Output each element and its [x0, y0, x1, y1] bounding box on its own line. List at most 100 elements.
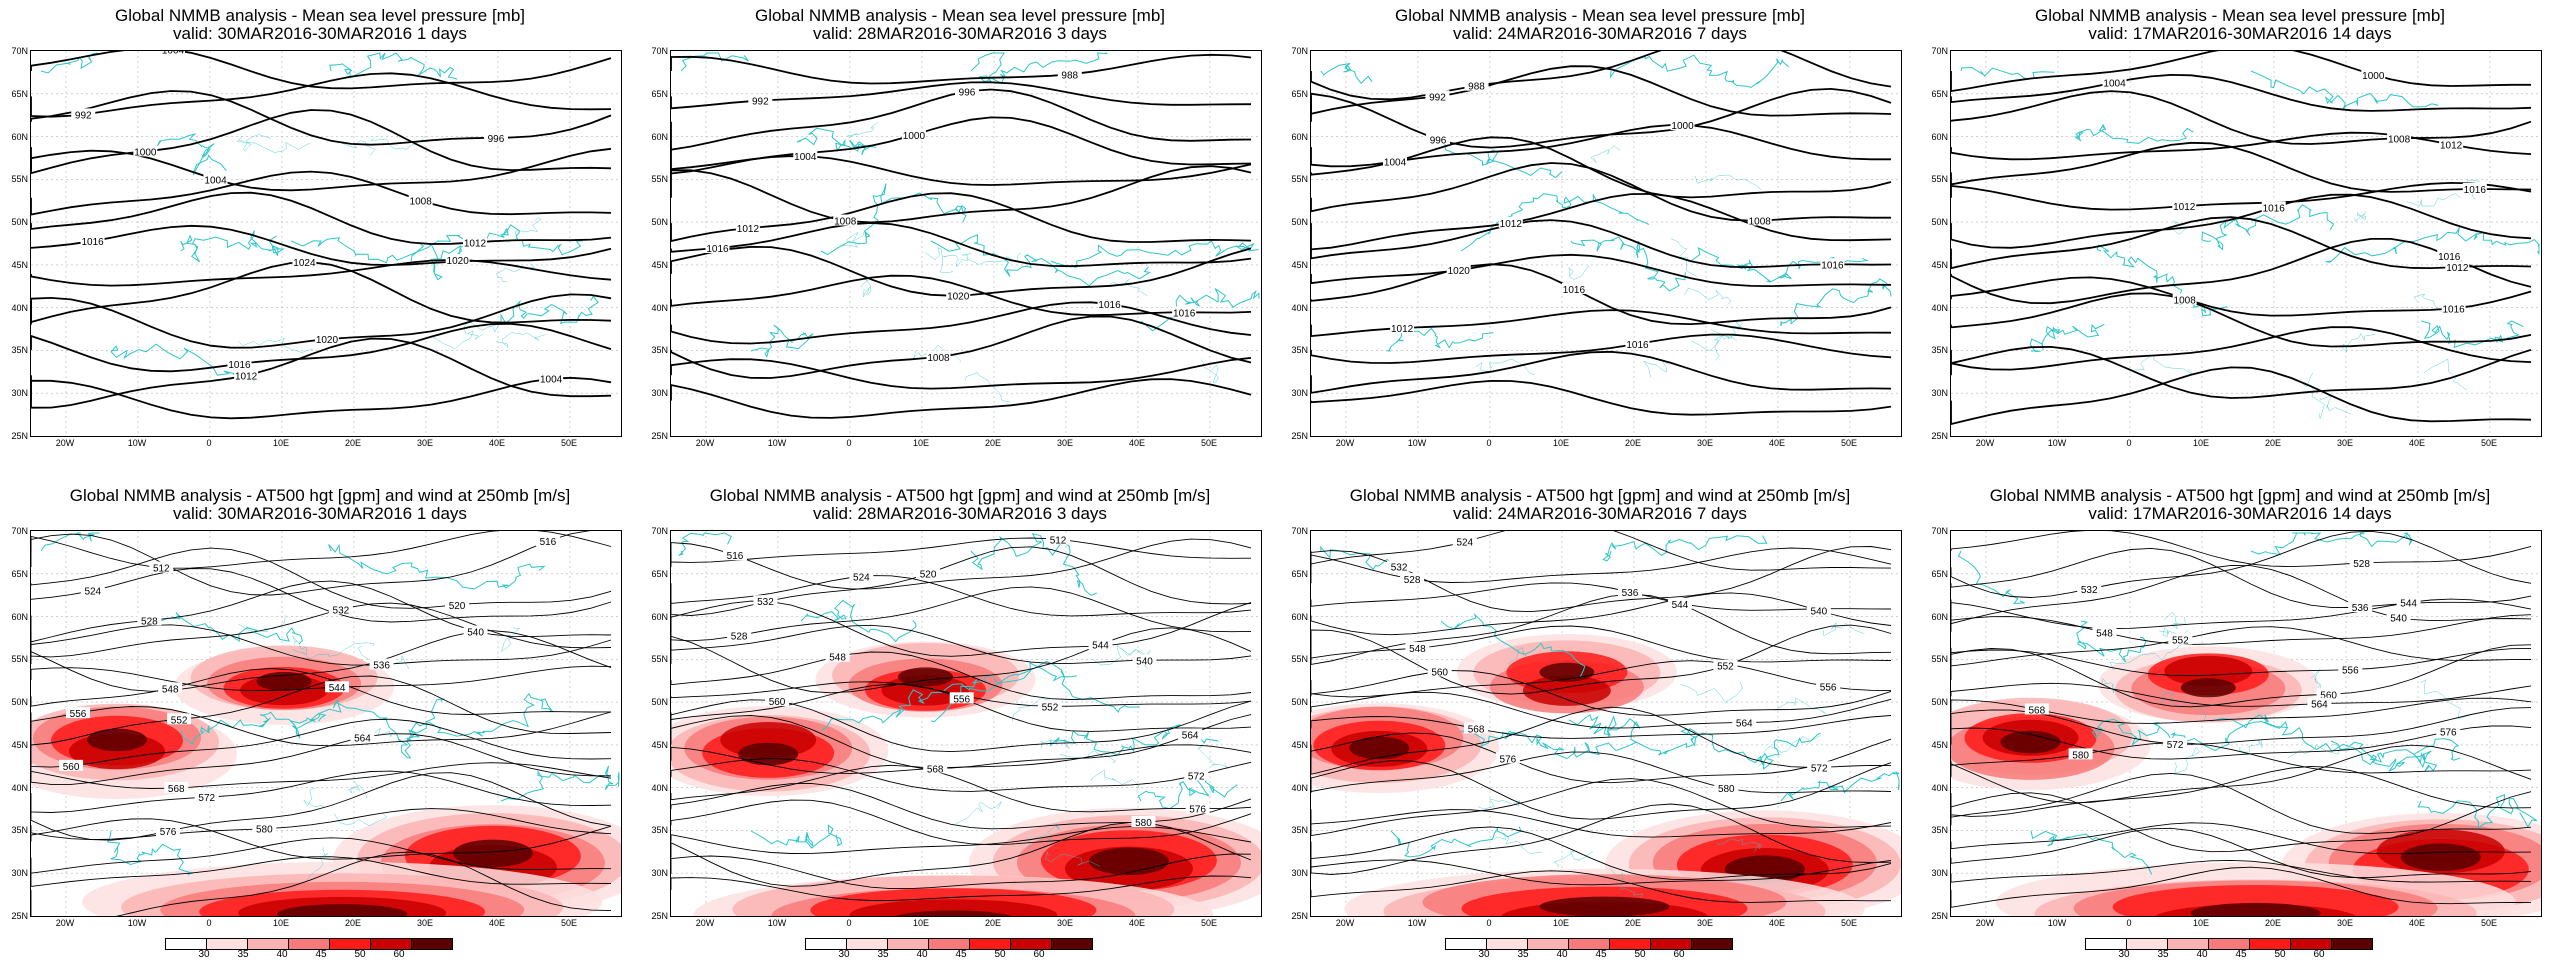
panel-subtitle: valid: 17MAR2016-30MAR2016 14 days — [2088, 24, 2392, 43]
contour-label: 1020 — [947, 292, 970, 303]
contour-line — [1311, 624, 1892, 695]
panel-title: Global NMMB analysis - Mean sea level pr… — [1394, 6, 1806, 25]
lat-tick-label: 60N — [11, 611, 28, 622]
contour-label: 516 — [540, 537, 557, 548]
coastline-africa — [107, 830, 194, 876]
lat-tick-label: 50N — [11, 217, 28, 228]
lon-tick-label: 30E — [2336, 438, 2353, 448]
contour-line — [1311, 625, 1892, 663]
country-border — [2420, 679, 2469, 719]
contour-line — [1951, 292, 2532, 348]
lat-tick-label: 65N — [11, 568, 28, 579]
country-border — [1091, 644, 1144, 666]
contour-line — [1951, 822, 2532, 855]
wind-speed-area — [738, 742, 799, 766]
country-border — [292, 636, 308, 654]
colorbar-tick-label: 35 — [877, 949, 889, 960]
lat-tick-label: 25N — [1291, 911, 1308, 921]
contour-label: 540 — [1811, 607, 1828, 618]
lon-tick-label: 20E — [344, 438, 361, 448]
wind-speed-area — [2190, 902, 2321, 916]
country-border — [301, 642, 375, 660]
contour-label-bg — [2172, 293, 2197, 305]
map-frame: 512 516 520 524 528 532 540 544 548 552 556 560 564 5… — [670, 530, 1262, 917]
country-border — [1716, 837, 1762, 853]
contour-line — [31, 668, 612, 715]
coastline-greenland — [1320, 545, 1392, 571]
lat-tick-label: 65N — [1931, 88, 1948, 99]
contour-label-bg — [462, 236, 487, 248]
wind-speed-area — [2164, 655, 2253, 687]
lat-tick-label: 40N — [651, 302, 668, 313]
country-border — [1475, 358, 1535, 375]
contour-label-bg — [227, 357, 252, 369]
contour-line — [1951, 614, 2532, 645]
mslp-panel-1: Global NMMB analysis - Mean sea level pr… — [0, 0, 640, 480]
coastline-iberia — [180, 230, 285, 263]
lon-tick-label: 20E — [2264, 918, 2281, 928]
lon-tick-label: 30E — [416, 918, 433, 928]
contour-line — [31, 851, 612, 916]
contour-line — [1311, 547, 1892, 583]
contour-label: 544 — [2400, 599, 2417, 610]
contour-label-bg — [1427, 665, 1452, 677]
contour-line — [671, 699, 1252, 753]
contour-label: 1016 — [2443, 304, 2466, 315]
colorbar-tick-label: 60 — [1033, 949, 1045, 960]
panel-title: Global NMMB analysis - Mean sea level pr… — [114, 6, 526, 25]
contour-line — [31, 770, 612, 813]
wind-speed-area — [2000, 730, 2061, 754]
lon-tick-label: 10W — [127, 438, 147, 448]
coastline-mediterranean — [930, 234, 1151, 287]
contour-label: 564 — [1736, 719, 1753, 730]
contour-line — [1311, 803, 1892, 875]
contour-label-bg — [2441, 302, 2466, 314]
contour-label-bg — [328, 603, 353, 615]
contour-label-bg — [1383, 155, 1408, 167]
contour-label: 1004 — [162, 51, 185, 57]
contour-label-bg — [1426, 133, 1451, 145]
contour-label: 1012 — [2446, 263, 2469, 274]
contour-labels: 988 992 996 1000 1004 1008 1012 1016 1020 1016 101… — [705, 68, 1197, 364]
contour-line — [1951, 744, 2532, 804]
contour-label-bg — [1400, 573, 1425, 585]
contour-line — [671, 764, 1252, 813]
contour-line — [31, 808, 612, 841]
contours — [1311, 51, 1892, 416]
contour-label: 568 — [927, 764, 944, 775]
colorbar-tick-label: 35 — [1517, 949, 1529, 960]
grid — [31, 51, 621, 436]
coastline-greenland — [677, 532, 732, 557]
coastline-east — [2330, 738, 2461, 772]
contour-label-bg — [2172, 200, 2197, 212]
contour-line — [671, 575, 1252, 617]
contour-label-bg — [483, 131, 508, 143]
lat-tick-label: 60N — [1931, 611, 1948, 622]
lat-tick-label: 70N — [1931, 526, 1948, 536]
contour-line — [1951, 276, 2532, 317]
contour-label: 520 — [449, 601, 466, 612]
wind-speed-area — [2400, 843, 2481, 871]
contour-label: 564 — [2311, 700, 2328, 711]
contour-line — [671, 538, 1252, 590]
contour-label-bg — [1425, 90, 1450, 102]
country-border — [1757, 735, 1821, 767]
contour-line — [31, 706, 612, 747]
lon-tick-label: 20E — [984, 918, 1001, 928]
coastline-iberia — [1460, 725, 1638, 760]
country-border — [2287, 744, 2341, 759]
lat-tick-label: 40N — [1291, 302, 1308, 313]
lat-tick-label: 55N — [1291, 654, 1308, 665]
wind-shading — [1311, 634, 1901, 916]
wind-speed-area — [1349, 736, 1410, 760]
contour-line — [31, 191, 612, 245]
contour-line — [1951, 647, 2532, 677]
contour-label: 992 — [75, 110, 92, 121]
contour-line — [1951, 772, 2532, 834]
coastlines — [40, 532, 620, 876]
contour-label-bg — [1807, 761, 1832, 773]
contour-label-bg — [1390, 322, 1415, 334]
